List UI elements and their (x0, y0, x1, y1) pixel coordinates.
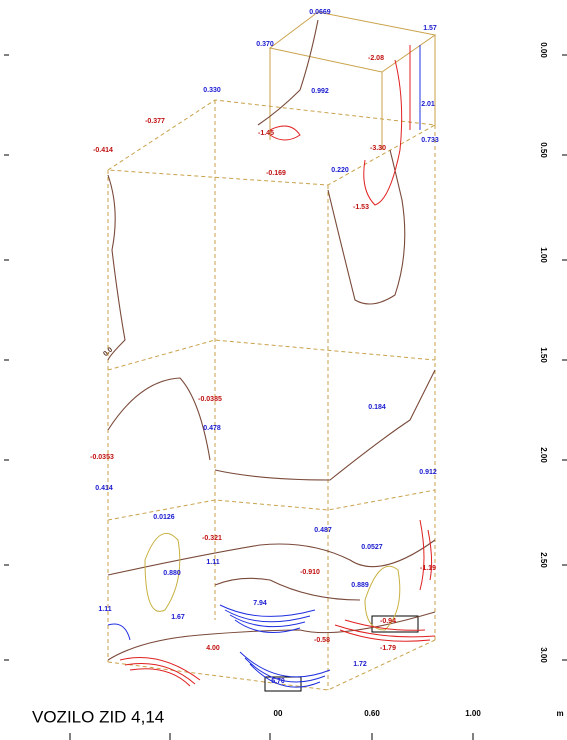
y-axis-label: 2.00 (539, 447, 548, 463)
contour-label: 0.184 (368, 404, 386, 411)
contour-label: -0.0385 (198, 396, 222, 403)
x-axis-label: 0.60 (364, 709, 380, 718)
contour-label: -0.910 (300, 569, 320, 576)
contour-label: 0.0126 (153, 514, 175, 521)
contour-label: 0.220 (331, 167, 349, 174)
contour-label: 1.11 (98, 606, 111, 613)
y-axis-label: 3.00 (539, 647, 548, 663)
axes: 00 0.60 1.00 m 0.00 0.50 1.00 1.50 2.00 2.50 3.00 (4, 42, 567, 740)
contour-labels: 0.0669 1.57 0.370 -2.08 2.01 0.330 0.992 -0.377… (90, 9, 439, 685)
contour-label: 0.478 (203, 425, 221, 432)
y-axis-label: 2.50 (539, 552, 548, 568)
contour-label: -0.414 (93, 147, 113, 154)
x-axis-label: 00 (274, 709, 283, 718)
y-axis-label: 0.50 (539, 142, 548, 158)
contour-label: 0.487 (314, 527, 332, 534)
contour-label: -0.94 (380, 618, 396, 625)
prism (106, 99, 437, 691)
contour-label: -3.30 (370, 145, 386, 152)
contour-label: 4.00 (206, 645, 220, 652)
contour-label: 0.912 (419, 469, 437, 476)
contour-label: -1.45 (258, 130, 274, 137)
contour-label: -0.0353 (90, 454, 114, 461)
floor-lines (107, 339, 436, 521)
contour-label: 0.880 (163, 570, 181, 577)
contour-label: -1.79 (380, 645, 396, 652)
contour-label: 1.67 (171, 614, 185, 621)
contour-label: 0.733 (421, 137, 439, 144)
contour-label: 0.414 (95, 485, 113, 492)
box-marker (264, 676, 302, 692)
contour-label: 1.72 (353, 661, 367, 668)
contour-label: 0.0 (102, 346, 114, 358)
contour-label: -0.377 (145, 118, 165, 125)
contour-label: 0.889 (351, 582, 369, 589)
y-axis-label: 0.00 (539, 42, 548, 58)
contour-label: -0.169 (266, 170, 286, 177)
y-axis-label: 1.50 (539, 347, 548, 363)
x-axis-label: m (556, 709, 563, 718)
geometry (106, 11, 437, 692)
contour-label: 2.01 (421, 101, 435, 108)
contour-label: 5.70 (271, 678, 285, 685)
contour-label: 7.94 (253, 600, 267, 607)
contour-label: -0.321 (202, 535, 222, 542)
contour-label: 0.330 (203, 87, 221, 94)
plot-title: VOZILO ZID 4,14 (32, 707, 164, 726)
contour-label: 0.992 (311, 88, 329, 95)
contour-label: -2.08 (368, 55, 384, 62)
contour-label: 1.57 (423, 25, 437, 32)
y-axis-label: 1.00 (539, 247, 548, 263)
contour-label: 0.370 (256, 41, 274, 48)
contours (107, 19, 436, 688)
contour-label: 0.0527 (361, 544, 383, 551)
top-box (268, 11, 437, 150)
contour-label: 0.0669 (309, 9, 331, 16)
contour-label: 1.11 (206, 559, 219, 566)
contour-label: -1.53 (353, 204, 369, 211)
x-axis-label: 1.00 (465, 709, 481, 718)
contour-label: -0.58 (314, 637, 330, 644)
contour-label: -1.19 (420, 565, 436, 572)
